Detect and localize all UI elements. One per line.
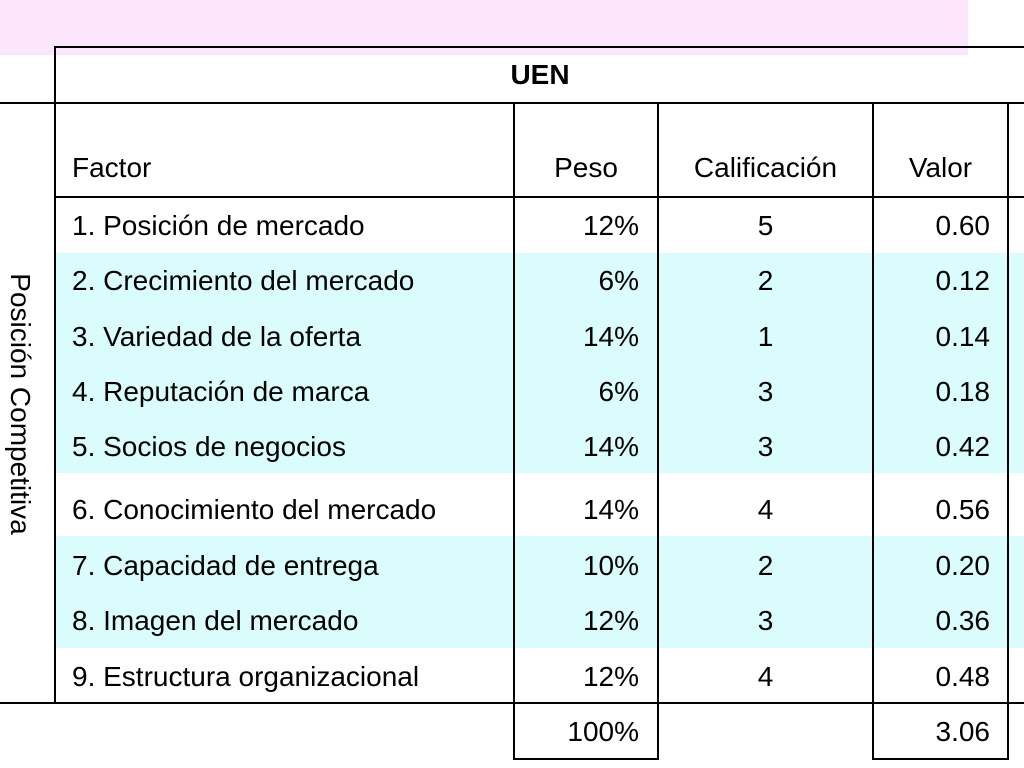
rule-body-bottom	[0, 702, 1024, 704]
rule-calificacion-left	[657, 102, 659, 760]
valor-cell: 0.48	[935, 661, 991, 692]
uen-header-band	[0, 0, 968, 55]
col-header-calificacion: Calificación	[693, 152, 838, 183]
factor-cell: 3. Variedad de la oferta	[72, 320, 362, 352]
valor-cell: 0.42	[935, 430, 991, 462]
valor-cell: 0.18	[935, 375, 991, 407]
rule-columns-bottom	[56, 196, 1024, 198]
factor-cell: 4. Reputación de marca	[72, 375, 370, 407]
col-header-valor: Valor	[908, 152, 973, 183]
highlight-band-rows-2-5	[56, 253, 1024, 473]
col-header-peso: Peso	[554, 152, 618, 183]
total-peso: 100%	[567, 716, 639, 747]
factor-cell: 2. Crecimiento del mercado	[72, 265, 415, 296]
rule-peso-left	[513, 102, 515, 760]
factor-cell: 6. Conocimiento del mercado	[72, 494, 437, 525]
rule-top	[54, 46, 1024, 48]
calificacion-cell: 1	[757, 320, 774, 352]
factor-cell: 7. Capacidad de entrega	[72, 549, 379, 581]
rule-total-valor-bottom	[872, 758, 1009, 760]
col-header-factor: Factor	[72, 152, 152, 183]
calificacion-cell: 4	[757, 494, 774, 525]
peso-cell: 14%	[582, 430, 639, 462]
calificacion-cell: 5	[757, 209, 774, 241]
valor-cell: 0.14	[935, 320, 991, 352]
rule-valor-left	[872, 102, 874, 760]
factor-cell: 9. Estructura organizacional	[72, 661, 420, 692]
peso-cell: 14%	[582, 494, 639, 525]
rule-left	[54, 46, 56, 704]
valor-cell: 0.20	[935, 549, 991, 581]
calificacion-cell: 2	[757, 265, 774, 296]
rule-total-peso-bottom	[513, 758, 659, 760]
highlight-band-rows-7-8	[56, 536, 1024, 648]
calificacion-cell: 2	[757, 549, 774, 581]
rule-header-bottom	[0, 102, 1024, 104]
peso-cell: 12%	[582, 604, 639, 636]
valor-cell: 0.12	[935, 265, 991, 296]
peso-cell: 10%	[582, 549, 639, 581]
factor-cell: 1. Posición de mercado	[72, 209, 365, 241]
total-valor: 3.06	[935, 716, 991, 747]
calificacion-cell: 3	[757, 375, 774, 407]
valor-cell: 0.56	[935, 494, 991, 525]
valor-cell: 0.60	[935, 209, 991, 241]
uen-header: UEN	[510, 59, 570, 90]
peso-cell: 6%	[598, 265, 639, 296]
peso-cell: 12%	[582, 661, 639, 692]
factor-cell: 8. Imagen del mercado	[72, 604, 359, 636]
valor-cell: 0.36	[935, 604, 991, 636]
peso-cell: 12%	[582, 209, 639, 241]
factor-cell: 5. Socios de negocios	[72, 430, 346, 462]
calificacion-cell: 3	[757, 430, 774, 462]
peso-cell: 14%	[582, 320, 639, 352]
rule-valor-right	[1007, 102, 1009, 760]
side-label-posicion-competitiva: Posición Competitiva	[5, 273, 36, 535]
peso-cell: 6%	[598, 375, 639, 407]
calificacion-cell: 4	[757, 661, 774, 692]
calificacion-cell: 3	[757, 604, 774, 636]
